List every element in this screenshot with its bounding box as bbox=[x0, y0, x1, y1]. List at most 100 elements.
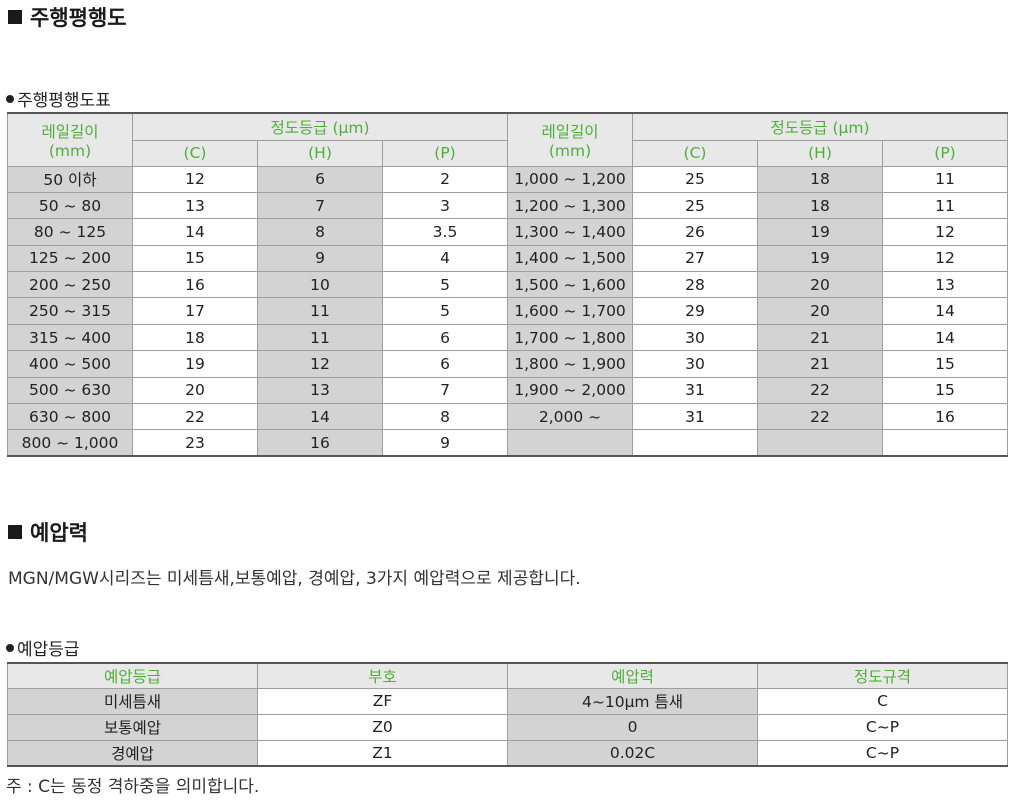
accuracy-value-cell: 18 bbox=[757, 165, 883, 193]
accuracy-value-cell: 27 bbox=[632, 244, 758, 273]
accuracy-value-cell: 9 bbox=[257, 244, 383, 273]
accuracy-value-cell: 13 bbox=[132, 191, 258, 220]
rail-length-cell: 630 ~ 800 bbox=[7, 403, 133, 431]
accuracy-value-cell: 16 bbox=[132, 271, 258, 299]
rail-length-header: 레일길이 (mm) bbox=[507, 112, 633, 167]
accuracy-value-cell: 31 bbox=[632, 403, 758, 431]
table-row: 보통예압 Z0 0 C~P bbox=[7, 713, 1008, 741]
accuracy-value-cell: 10 bbox=[257, 271, 383, 299]
section-heading-preload: 예압력 bbox=[8, 517, 88, 547]
accuracy-value-cell: 5 bbox=[382, 297, 508, 325]
accuracy-value-cell: 16 bbox=[257, 429, 383, 457]
table-row: 400 ~ 500 19 12 6 1,800 ~ 1,900 30 21 15 bbox=[7, 350, 1008, 378]
table-row: 630 ~ 800 22 14 8 2,000 ~31 22 16 bbox=[7, 403, 1008, 431]
accuracy-value-cell: 14 bbox=[132, 218, 258, 246]
accuracy-value-cell: 30 bbox=[632, 323, 758, 352]
preload-force-cell: 0 bbox=[507, 713, 758, 741]
rail-length-cell: 1,900 ~ 2,000 bbox=[507, 376, 633, 405]
accuracy-spec-cell: C~P bbox=[757, 713, 1008, 741]
rail-length-cell: 50 이하 bbox=[7, 165, 133, 193]
accuracy-value-cell: 12 bbox=[882, 244, 1008, 273]
accuracy-value-cell: 17 bbox=[132, 297, 258, 325]
accuracy-value-cell: 11 bbox=[882, 165, 1008, 193]
rail-length-cell: 1,200 ~ 1,300 bbox=[507, 191, 633, 220]
rail-length-cell: 1,800 ~ 1,900 bbox=[507, 350, 633, 378]
preload-grade-cell: 경예압 bbox=[7, 739, 258, 767]
accuracy-value-cell: 3 bbox=[382, 191, 508, 220]
accuracy-spec-cell: C~P bbox=[757, 739, 1008, 767]
accuracy-value-cell: 25 bbox=[632, 191, 758, 220]
preload-table: 예압등급 부호 예압력 정도규격 미세틈새 ZF 4~10μm 틈새 C 보통예압 Z0 0… bbox=[7, 662, 1008, 767]
accuracy-value-cell: 11 bbox=[257, 323, 383, 352]
accuracy-value-cell: 29 bbox=[632, 297, 758, 325]
preload-note: 주 : C는 동정 격하중을 의미합니다. bbox=[6, 777, 260, 797]
square-bullet-icon bbox=[8, 10, 22, 24]
accuracy-value-cell: 6 bbox=[382, 323, 508, 352]
accuracy-value-cell: 13 bbox=[882, 271, 1008, 299]
rail-length-cell: 2,000 ~ bbox=[507, 403, 633, 431]
table-row: 50 ~ 80 13 7 3 1,200 ~ 1,300 25 18 11 bbox=[7, 191, 1008, 220]
accuracy-spec-cell: C bbox=[757, 687, 1008, 715]
accuracy-value-cell: 8 bbox=[257, 218, 383, 246]
rail-length-cell: 200 ~ 250 bbox=[7, 271, 133, 299]
table-row: 50 이하 12 6 2 1,000 ~ 1,200 25 18 11 bbox=[7, 165, 1008, 193]
grade-p-header: (P) bbox=[382, 139, 508, 167]
preload-grade-cell: 보통예압 bbox=[7, 713, 258, 741]
grade-c-header: (C) bbox=[632, 139, 758, 167]
accuracy-value-cell: 13 bbox=[257, 376, 383, 405]
rail-length-cell: 1,400 ~ 1,500 bbox=[507, 244, 633, 273]
rail-length-cell: 800 ~ 1,000 bbox=[7, 429, 133, 457]
rail-length-cell: 50 ~ 80 bbox=[7, 191, 133, 220]
rail-length-header: 레일길이 (mm) bbox=[7, 112, 133, 167]
accuracy-value-cell: 22 bbox=[757, 403, 883, 431]
accuracy-value-cell: 9 bbox=[382, 429, 508, 457]
accuracy-value-cell: 19 bbox=[757, 218, 883, 246]
accuracy-value-cell: 21 bbox=[757, 350, 883, 378]
symbol-cell: Z0 bbox=[257, 713, 508, 741]
rail-length-cell: 250 ~ 315 bbox=[7, 297, 133, 325]
accuracy-value-cell: 15 bbox=[882, 350, 1008, 378]
accuracy-value-cell bbox=[632, 429, 758, 457]
accuracy-value-cell: 12 bbox=[132, 165, 258, 193]
table-row: 500 ~ 630 20 13 7 1,900 ~ 2,000 31 22 15 bbox=[7, 376, 1008, 405]
rail-length-cell: 125 ~ 200 bbox=[7, 244, 133, 273]
symbol-cell: ZF bbox=[257, 687, 508, 715]
rail-length-cell: 315 ~ 400 bbox=[7, 323, 133, 352]
accuracy-value-cell bbox=[757, 429, 883, 457]
parallelism-table: 레일길이 (mm) 정도등급 (μm) 레일길이 (mm) 정도등급 (μm) (C… bbox=[7, 112, 1008, 457]
accuracy-value-cell: 22 bbox=[757, 376, 883, 405]
accuracy-value-cell: 20 bbox=[757, 271, 883, 299]
subheading-parallelism-table: 주행평행도표 bbox=[6, 86, 111, 111]
symbol-cell: Z1 bbox=[257, 739, 508, 767]
accuracy-value-cell: 28 bbox=[632, 271, 758, 299]
subheading-preload-grade: 예압등급 bbox=[6, 635, 80, 660]
table-row: 200 ~ 250 16 10 5 1,500 ~ 1,600 28 20 13 bbox=[7, 271, 1008, 299]
accuracy-grade-header: 정도등급 (μm) bbox=[632, 112, 1008, 141]
accuracy-value-cell: 16 bbox=[882, 403, 1008, 431]
accuracy-value-cell: 22 bbox=[132, 403, 258, 431]
rail-length-cell: 400 ~ 500 bbox=[7, 350, 133, 378]
table-row: 315 ~ 400 18 11 6 1,700 ~ 1,800 30 21 14 bbox=[7, 323, 1008, 352]
rail-length-cell: 1,600 ~ 1,700 bbox=[507, 297, 633, 325]
accuracy-value-cell: 19 bbox=[132, 350, 258, 378]
symbol-header: 부호 bbox=[257, 662, 508, 689]
square-bullet-icon bbox=[8, 525, 22, 539]
preload-force-cell: 0.02C bbox=[507, 739, 758, 767]
accuracy-value-cell: 31 bbox=[632, 376, 758, 405]
accuracy-value-cell: 3.5 bbox=[382, 218, 508, 246]
grade-h-header: (H) bbox=[257, 139, 383, 167]
bullet-icon bbox=[6, 644, 14, 652]
accuracy-value-cell: 5 bbox=[382, 271, 508, 299]
preload-grade-header: 예압등급 bbox=[7, 662, 258, 689]
rail-length-cell: 80 ~ 125 bbox=[7, 218, 133, 246]
accuracy-value-cell: 15 bbox=[132, 244, 258, 273]
accuracy-value-cell: 6 bbox=[382, 350, 508, 378]
preload-description: MGN/MGW시리즈는 미세틈새,보통예압, 경예압, 3가지 예압력으로 제공… bbox=[8, 569, 581, 589]
accuracy-value-cell: 11 bbox=[882, 191, 1008, 220]
grade-p-header: (P) bbox=[882, 139, 1008, 167]
rail-length-cell bbox=[507, 429, 633, 457]
accuracy-value-cell: 20 bbox=[757, 297, 883, 325]
accuracy-value-cell: 7 bbox=[382, 376, 508, 405]
accuracy-value-cell bbox=[882, 429, 1008, 457]
accuracy-value-cell: 14 bbox=[882, 297, 1008, 325]
